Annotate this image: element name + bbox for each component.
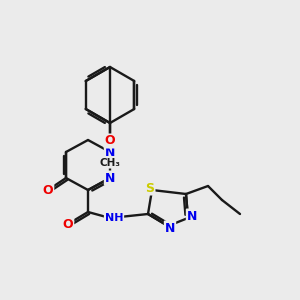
Text: N: N: [187, 209, 197, 223]
Text: O: O: [43, 184, 53, 196]
Text: N: N: [165, 221, 175, 235]
Text: S: S: [146, 182, 154, 194]
Text: N: N: [105, 172, 115, 184]
Text: N: N: [105, 146, 115, 158]
Text: O: O: [63, 218, 73, 230]
Text: NH: NH: [105, 213, 123, 223]
Text: O: O: [105, 134, 115, 148]
Text: CH₃: CH₃: [100, 158, 121, 168]
